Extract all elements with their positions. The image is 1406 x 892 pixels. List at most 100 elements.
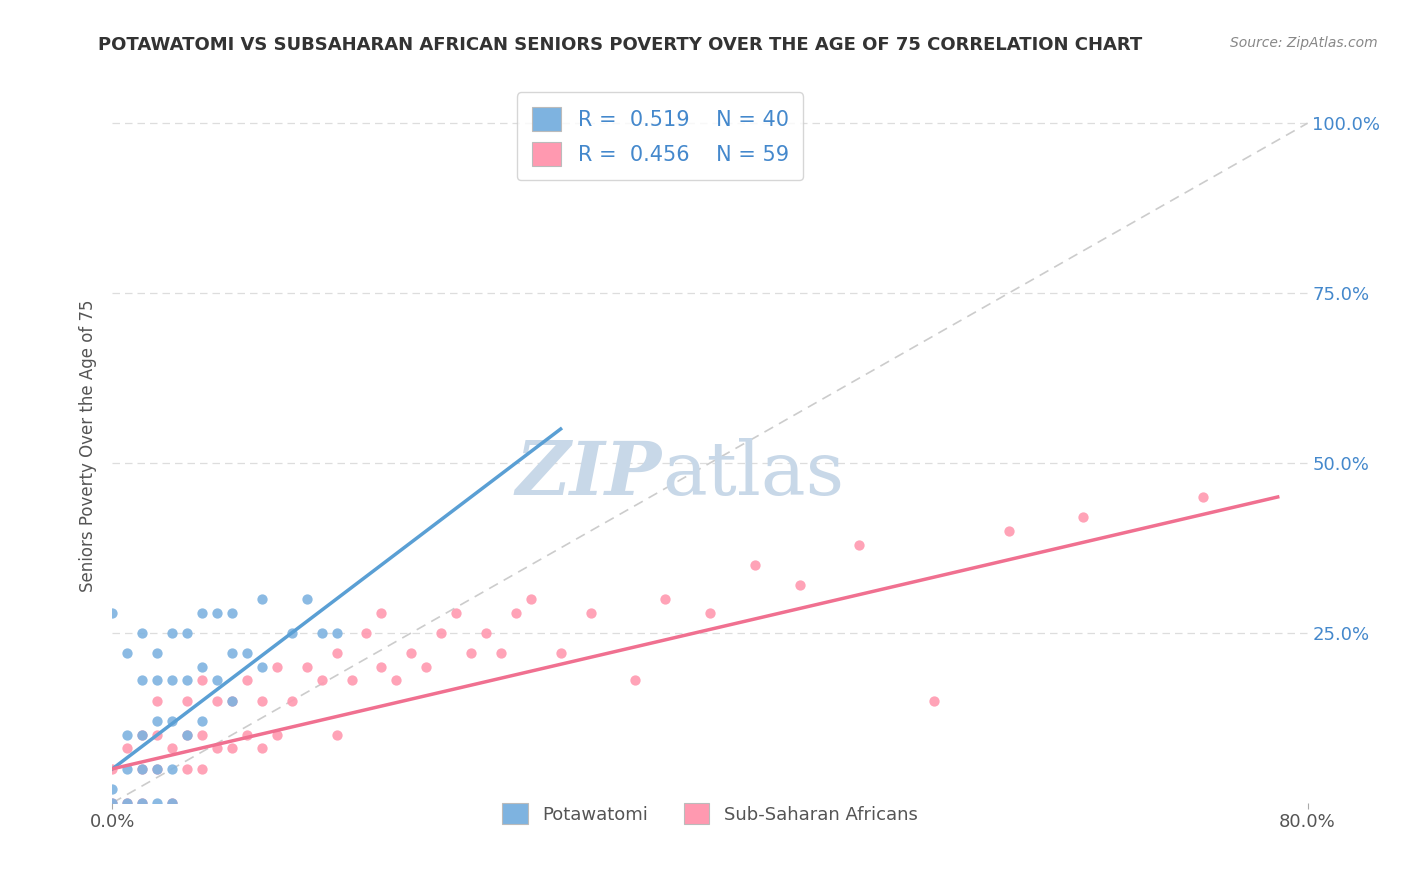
Point (117, 762, 139, 776)
Point (131, 728, 153, 742)
Point (325, 728, 347, 742)
Point (101, 606, 124, 620)
Point (176, 728, 198, 742)
Point (789, 578, 811, 592)
Point (162, 762, 183, 776)
Point (550, 646, 572, 660)
Point (744, 558, 766, 572)
Point (131, 728, 153, 742)
Point (221, 694, 243, 708)
Point (430, 626, 453, 640)
Point (146, 762, 169, 776)
Point (205, 694, 228, 708)
Point (505, 606, 527, 620)
Point (221, 741, 243, 756)
Point (205, 741, 228, 756)
Text: Source: ZipAtlas.com: Source: ZipAtlas.com (1230, 36, 1378, 50)
Point (146, 646, 169, 660)
Point (460, 646, 482, 660)
Point (191, 606, 214, 620)
Point (146, 694, 169, 708)
Point (624, 673, 647, 688)
Point (221, 646, 243, 660)
Point (295, 660, 318, 674)
Point (131, 796, 153, 810)
Point (146, 714, 169, 729)
Point (176, 694, 198, 708)
Point (176, 762, 198, 776)
Point (475, 626, 498, 640)
Point (520, 591, 543, 606)
Point (295, 591, 318, 606)
Point (356, 626, 378, 640)
Point (311, 673, 333, 688)
Point (101, 782, 124, 797)
Point (162, 796, 183, 810)
Legend: Potawatomi, Sub-Saharan Africans: Potawatomi, Sub-Saharan Africans (489, 790, 931, 837)
Point (162, 714, 183, 729)
Point (221, 606, 243, 620)
Point (266, 660, 288, 674)
Point (146, 673, 169, 688)
Point (176, 626, 198, 640)
Point (281, 626, 304, 640)
Point (370, 606, 392, 620)
Point (325, 646, 347, 660)
Point (236, 728, 259, 742)
Text: POTAWATOMI VS SUBSAHARAN AFRICAN SENIORS POVERTY OVER THE AGE OF 75 CORRELATION : POTAWATOMI VS SUBSAHARAN AFRICAN SENIORS… (98, 36, 1143, 54)
Point (385, 673, 408, 688)
Point (250, 741, 273, 756)
Point (117, 796, 139, 810)
Point (311, 626, 333, 640)
Point (489, 646, 512, 660)
Point (131, 762, 153, 776)
Point (162, 741, 183, 756)
Point (205, 606, 228, 620)
Y-axis label: Seniors Poverty Over the Age of 75: Seniors Poverty Over the Age of 75 (79, 300, 97, 592)
Point (101, 796, 124, 810)
Point (340, 673, 363, 688)
Point (131, 673, 153, 688)
Point (117, 728, 139, 742)
Point (699, 606, 721, 620)
Text: ZIP: ZIP (516, 438, 662, 511)
Point (146, 762, 169, 776)
Point (146, 728, 169, 742)
Point (266, 728, 288, 742)
Point (101, 762, 124, 776)
Point (191, 673, 214, 688)
Point (998, 524, 1021, 538)
Point (117, 646, 139, 660)
Point (401, 646, 423, 660)
Point (415, 660, 437, 674)
Text: atlas: atlas (662, 438, 845, 511)
Point (191, 660, 214, 674)
Point (250, 591, 273, 606)
Point (162, 673, 183, 688)
Point (117, 741, 139, 756)
Point (250, 694, 273, 708)
Point (236, 646, 259, 660)
Point (221, 694, 243, 708)
Point (146, 796, 169, 810)
Point (176, 673, 198, 688)
Point (162, 626, 183, 640)
Point (131, 762, 153, 776)
Point (281, 694, 304, 708)
Point (131, 626, 153, 640)
Point (236, 673, 259, 688)
Point (117, 796, 139, 810)
Point (654, 591, 676, 606)
Point (325, 626, 347, 640)
Point (176, 728, 198, 742)
Point (922, 694, 945, 708)
Point (848, 537, 870, 551)
Point (162, 796, 183, 810)
Point (131, 796, 153, 810)
Point (370, 660, 392, 674)
Point (444, 606, 467, 620)
Point (205, 673, 228, 688)
Point (101, 796, 124, 810)
Point (250, 660, 273, 674)
Point (191, 762, 214, 776)
